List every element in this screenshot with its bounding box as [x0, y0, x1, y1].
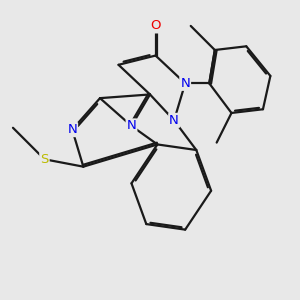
Text: N: N [67, 123, 77, 136]
Text: O: O [150, 20, 161, 32]
Text: S: S [40, 153, 49, 166]
Text: N: N [169, 114, 179, 127]
Text: N: N [127, 119, 136, 132]
Text: N: N [180, 77, 190, 90]
